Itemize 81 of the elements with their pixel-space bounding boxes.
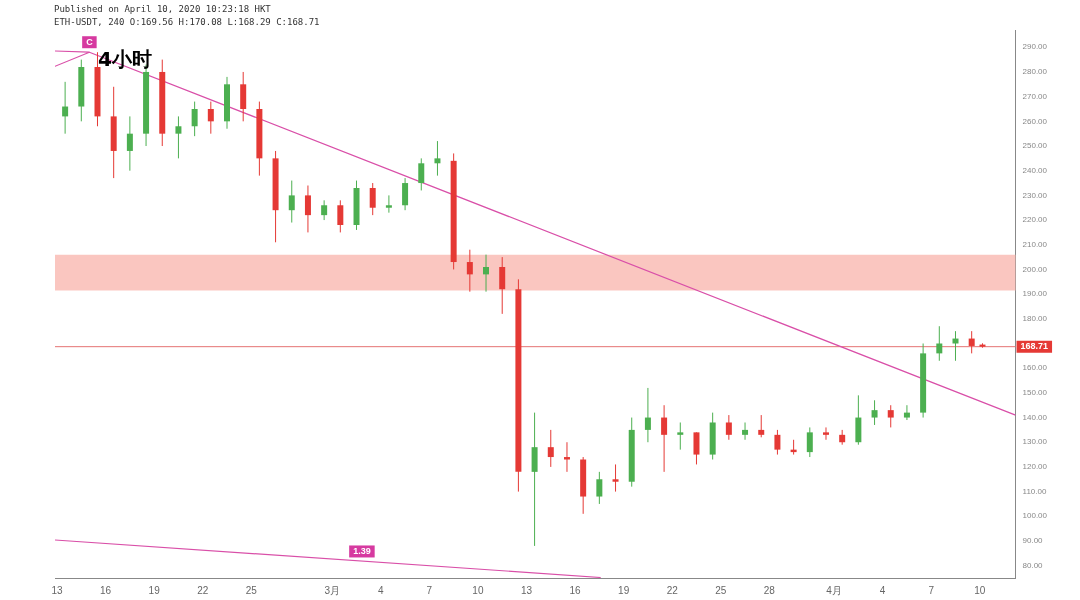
y-tick-label: 240.00 [1022, 165, 1048, 175]
x-tick-label: 7 [928, 584, 935, 596]
candlestick [466, 249, 473, 293]
candlestick [612, 463, 619, 493]
candlestick [758, 414, 765, 438]
y-tick-label: 90.00 [1022, 536, 1044, 546]
chart-subtitle: ETH-USDT, 240 O:169.56 H:170.08 L:168.29 C:168.71 [54, 16, 320, 29]
x-tick-label: 28 [763, 584, 776, 596]
candlestick [369, 182, 376, 216]
y-tick-label: 290.00 [1022, 42, 1048, 52]
candlestick [774, 429, 781, 456]
candlestick [661, 404, 668, 473]
candlestick [434, 140, 441, 177]
y-tick-label: 270.00 [1022, 91, 1048, 101]
x-tick-label: 19 [148, 584, 161, 596]
y-tick-label: 250.00 [1022, 141, 1048, 151]
y-tick-label: 160.00 [1022, 363, 1048, 373]
x-tick-label: 4 [879, 584, 886, 596]
x-tick-label: 4 [378, 584, 385, 596]
x-tick-label: 4月 [826, 584, 842, 596]
candlestick [871, 399, 878, 426]
y-tick-label: 80.00 [1022, 560, 1044, 570]
candlestick [677, 421, 684, 451]
candlestick [742, 421, 749, 441]
x-tick-label: 10 [472, 584, 484, 596]
y-tick-label: 280.00 [1022, 67, 1048, 77]
candlestick [563, 441, 570, 473]
candlestick [402, 177, 409, 211]
x-tick-label: 16 [569, 584, 582, 596]
candlestick [126, 115, 133, 172]
text: Published on April 10, 2020 10:23:18 HKT [54, 3, 272, 16]
candlestick [822, 426, 829, 441]
x-tick-label: 13 [520, 584, 533, 596]
candlestick [499, 256, 506, 315]
y-tick-label: 150.00 [1022, 388, 1048, 398]
y-tick-label: 260.00 [1022, 116, 1048, 126]
y-tick-label: 190.00 [1022, 289, 1048, 299]
x-tick-label: 25 [715, 584, 727, 596]
candlestick [693, 431, 700, 465]
candlestick [207, 101, 214, 135]
candlestick [936, 325, 943, 362]
candlestick [725, 414, 732, 441]
candlestick [288, 180, 295, 224]
candlestick [385, 194, 392, 214]
y-tick-label: 200.00 [1022, 264, 1048, 274]
x-tick-label: 7 [426, 584, 433, 596]
candlestick [321, 199, 328, 221]
ref-line-label: 168.71 [1020, 341, 1049, 352]
candlestick [175, 115, 182, 159]
x-tick-label: 22 [197, 584, 209, 596]
candlestick [337, 199, 344, 233]
candlestick [903, 404, 910, 421]
y-tick-label: 180.00 [1022, 314, 1048, 324]
y-tick-label: 100.00 [1022, 511, 1048, 521]
y-tick-label: 140.00 [1022, 412, 1048, 422]
candlestick [806, 426, 813, 458]
candlestick [62, 81, 69, 135]
x-tick-label: 10 [974, 584, 986, 596]
x-tick-label: 22 [666, 584, 679, 596]
candlestick [418, 157, 425, 191]
candlestick [968, 330, 975, 354]
y-tick-label: 230.00 [1022, 190, 1048, 200]
y-tick-label: 120.00 [1022, 462, 1048, 472]
candlestick [304, 185, 311, 233]
y-tick-label: 110.00 [1022, 486, 1047, 496]
y-tick-label: 130.00 [1022, 437, 1048, 447]
x-tick-label: 16 [100, 584, 112, 596]
x-tick-label: 3月 [324, 584, 341, 596]
candlestick [887, 404, 894, 428]
y-tick-label: 220.00 [1022, 215, 1048, 225]
annotation: 1.39 [353, 545, 371, 556]
candlestick [644, 387, 651, 443]
candlestick [547, 429, 554, 468]
x-tick-label: 19 [618, 584, 630, 596]
x-tick-label: 13 [51, 584, 64, 596]
annotation: C [86, 36, 94, 47]
candlestick [191, 101, 198, 137]
candlestick [483, 254, 490, 293]
x-tick-label: 25 [245, 584, 258, 596]
candlestick [596, 471, 603, 505]
y-tick-label: 210.00 [1022, 239, 1048, 249]
